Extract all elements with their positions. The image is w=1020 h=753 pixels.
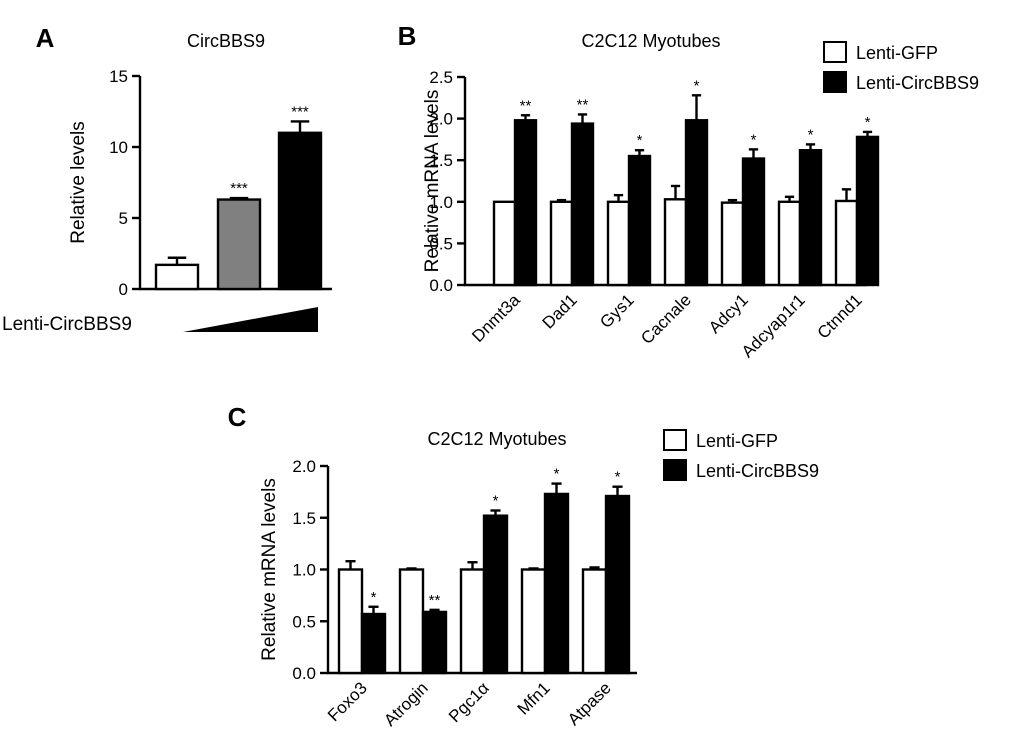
bar: [520, 568, 547, 675]
legend-swatch: [663, 459, 687, 481]
bar: [570, 122, 595, 287]
y-tick-label: 15: [109, 67, 128, 86]
y-tick-label: 1.0: [292, 561, 316, 580]
y-tick-label: 0.0: [292, 664, 316, 683]
x-category-label: Gys1: [596, 290, 637, 331]
x-category-label: Pgc1α: [445, 678, 493, 726]
significance-label: **: [577, 96, 589, 113]
bar: [855, 135, 880, 287]
significance-label: *: [615, 469, 621, 486]
bar: [492, 200, 517, 287]
bar: [549, 200, 574, 287]
bar: [720, 201, 745, 287]
bar: [337, 568, 364, 675]
legend-swatch: [663, 429, 687, 451]
bar: [606, 200, 631, 287]
dose-gradient-wedge: [183, 307, 318, 332]
panel-label: B: [398, 21, 417, 51]
bar: [834, 199, 859, 287]
significance-label: *: [808, 126, 814, 143]
legend-swatch: [823, 41, 847, 63]
bar: [360, 612, 387, 675]
y-axis-label: Relative mRNA levels: [422, 90, 443, 273]
significance-label: **: [520, 97, 532, 114]
legend-swatch: [823, 71, 847, 93]
bar: [684, 119, 709, 287]
y-tick-label: 0.0: [429, 276, 453, 295]
y-tick-label: 2.0: [292, 457, 316, 476]
bar: [627, 154, 652, 287]
y-tick-label: 2.0: [429, 110, 453, 129]
bar: [216, 198, 262, 291]
treatment-label: Lenti-CircBBS9: [2, 314, 132, 335]
x-category-label: Ctnnd1: [814, 290, 866, 342]
significance-label: *: [554, 466, 560, 483]
bar: [513, 119, 538, 287]
y-tick-label: 1.0: [429, 193, 453, 212]
bar: [581, 568, 608, 675]
bar: [459, 568, 486, 675]
x-category-label: Mfn1: [514, 678, 554, 718]
bar: [398, 568, 425, 675]
y-axis-label: Relative mRNA levels: [259, 478, 280, 661]
bar: [741, 157, 766, 287]
panel-label: C: [228, 402, 247, 432]
y-tick-label: 0: [119, 280, 128, 299]
chart-title: CircBBS9: [187, 31, 265, 51]
x-category-label: Adcy1: [705, 290, 752, 337]
significance-label: *: [694, 77, 700, 94]
chart-title: C2C12 Myotubes: [581, 31, 720, 51]
y-tick-label: 5: [119, 209, 128, 228]
bar: [482, 514, 509, 675]
bar: [421, 610, 448, 675]
legend-label: Lenti-CircBBS9: [856, 73, 979, 93]
y-tick-label: 1.5: [292, 509, 316, 528]
y-tick-label: 0.5: [292, 612, 316, 631]
y-tick-label: 1.5: [429, 151, 453, 170]
significance-label: ***: [230, 180, 248, 197]
y-tick-label: 0.5: [429, 234, 453, 253]
y-axis-label: Relative levels: [68, 121, 89, 244]
bar: [154, 263, 200, 291]
chart-title: C2C12 Myotubes: [427, 429, 566, 449]
bar: [543, 492, 570, 675]
significance-label: *: [751, 131, 757, 148]
y-tick-label: 2.5: [429, 68, 453, 87]
bar: [604, 494, 631, 675]
legend-label: Lenti-CircBBS9: [696, 461, 819, 481]
bar: [798, 149, 823, 287]
panel-label: A: [36, 23, 55, 53]
x-category-label: Foxo3: [324, 678, 371, 725]
significance-label: *: [493, 493, 499, 510]
significance-label: *: [865, 114, 871, 131]
significance-label: **: [429, 592, 441, 609]
legend-label: Lenti-GFP: [696, 431, 778, 451]
bar: [277, 131, 323, 291]
significance-label: *: [637, 132, 643, 149]
x-category-label: Cacnale: [637, 290, 695, 348]
legend-label: Lenti-GFP: [856, 43, 938, 63]
significance-label: *: [371, 589, 377, 606]
x-category-label: Dnmt3a: [468, 290, 524, 346]
x-category-label: Atrogin: [380, 678, 432, 730]
bar: [663, 198, 688, 287]
significance-label: ***: [291, 103, 309, 120]
bar: [777, 200, 802, 287]
x-category-label: Atpase: [564, 678, 615, 729]
y-tick-label: 10: [109, 138, 128, 157]
x-category-label: Dad1: [539, 290, 581, 332]
